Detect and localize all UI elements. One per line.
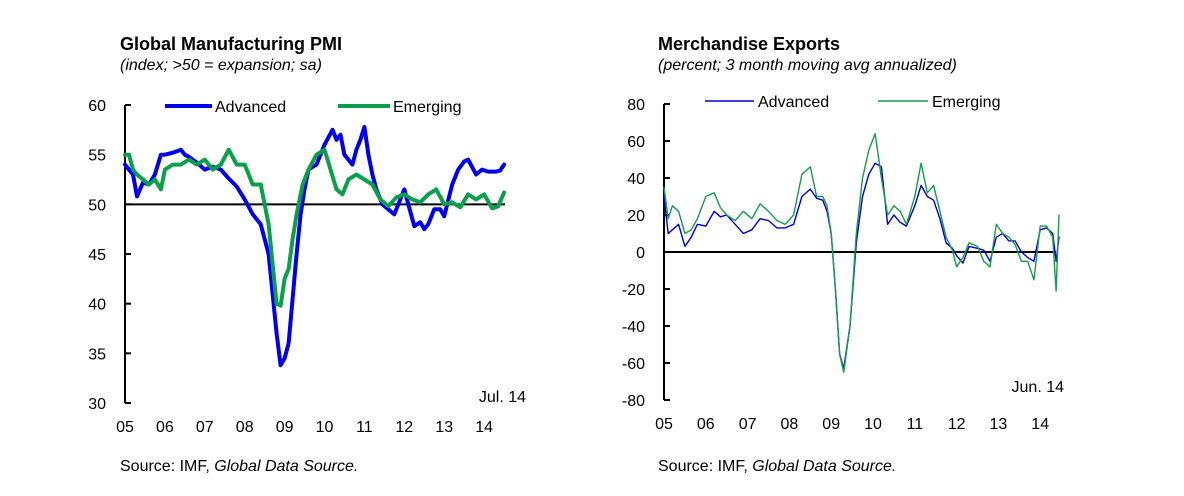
y-tick-label: 40: [88, 297, 106, 314]
right-chart-title: Merchandise Exports: [658, 34, 841, 54]
x-tick-label: 07: [196, 419, 214, 436]
legend-label-emerging: Emerging: [393, 99, 461, 116]
left-source-italic: Global Data Source.: [214, 458, 359, 475]
x-tick-label: 14: [1031, 416, 1049, 433]
left-chart-pmi: 30 35 40 45 50 55 60 05 06 07 08 09 10 11 12 13 14 Jul. 1…: [88, 98, 526, 436]
x-tick-label: 08: [781, 416, 799, 433]
x-tick-label: 12: [395, 419, 413, 436]
left-chart-title: Global Manufacturing PMI: [120, 34, 343, 54]
left-chart-source: Source: IMF, Global Data Source.: [120, 458, 358, 476]
x-tick-label: 14: [475, 419, 493, 436]
right-chart-subtitle: (percent; 3 month moving avg annualized): [658, 57, 957, 74]
right-chart-exports: -80 -60 -40 -20 0 20 40 60 80 05 06 07 08 09 10 11 12 13 1…: [622, 94, 1064, 433]
y-tick-label: -40: [622, 319, 645, 336]
series-line-emerging: [123, 147, 507, 308]
x-tick-label: 08: [236, 419, 254, 436]
right-source-prefix: Source: IMF,: [658, 458, 753, 475]
x-tick-label: 13: [435, 419, 453, 436]
legend-label-advanced: Advanced: [215, 99, 286, 116]
date-annotation: Jun. 14: [1012, 379, 1065, 396]
x-tick-label: 05: [116, 419, 134, 436]
y-tick-label: 80: [627, 97, 645, 114]
x-tick-label: 10: [316, 419, 334, 436]
y-tick-label: 40: [627, 171, 645, 188]
y-tick-label: 30: [88, 396, 106, 413]
x-tick-label: 13: [990, 416, 1008, 433]
y-tick-label: 60: [627, 134, 645, 151]
x-tick-label: 11: [906, 416, 923, 433]
y-tick-label: 20: [627, 208, 645, 225]
series-line-advanced: [123, 124, 507, 368]
x-tick-label: 09: [276, 419, 294, 436]
y-tick-label: 0: [636, 245, 645, 262]
x-tick-label: 10: [864, 416, 882, 433]
left-source-prefix: Source: IMF,: [120, 458, 215, 475]
x-tick-label: 07: [739, 416, 757, 433]
legend-label-emerging: Emerging: [932, 94, 1000, 111]
y-tick-label: 55: [88, 148, 106, 165]
x-tick-label: 09: [822, 416, 840, 433]
x-tick-label: 12: [948, 416, 966, 433]
right-chart-source: Source: IMF, Global Data Source.: [658, 458, 896, 476]
date-annotation: Jul. 14: [479, 389, 526, 406]
y-tick-label: 35: [88, 346, 106, 363]
left-chart-subtitle: (index; >50 = expansion; sa): [120, 57, 322, 74]
x-tick-label: 06: [697, 416, 715, 433]
right-source-italic: Global Data Source.: [752, 458, 897, 475]
y-tick-label: -80: [622, 393, 645, 410]
y-tick-label: 50: [88, 197, 106, 214]
x-tick-label: 11: [356, 419, 373, 436]
x-tick-label: 06: [156, 419, 174, 436]
x-tick-label: 05: [655, 416, 673, 433]
y-tick-label: -60: [622, 356, 645, 373]
series-line-advanced: [663, 162, 1060, 370]
y-tick-label: 45: [88, 247, 106, 264]
y-tick-label: 60: [88, 98, 106, 115]
y-tick-label: -20: [622, 282, 645, 299]
series-line-emerging: [663, 132, 1060, 373]
legend-label-advanced: Advanced: [758, 94, 829, 111]
